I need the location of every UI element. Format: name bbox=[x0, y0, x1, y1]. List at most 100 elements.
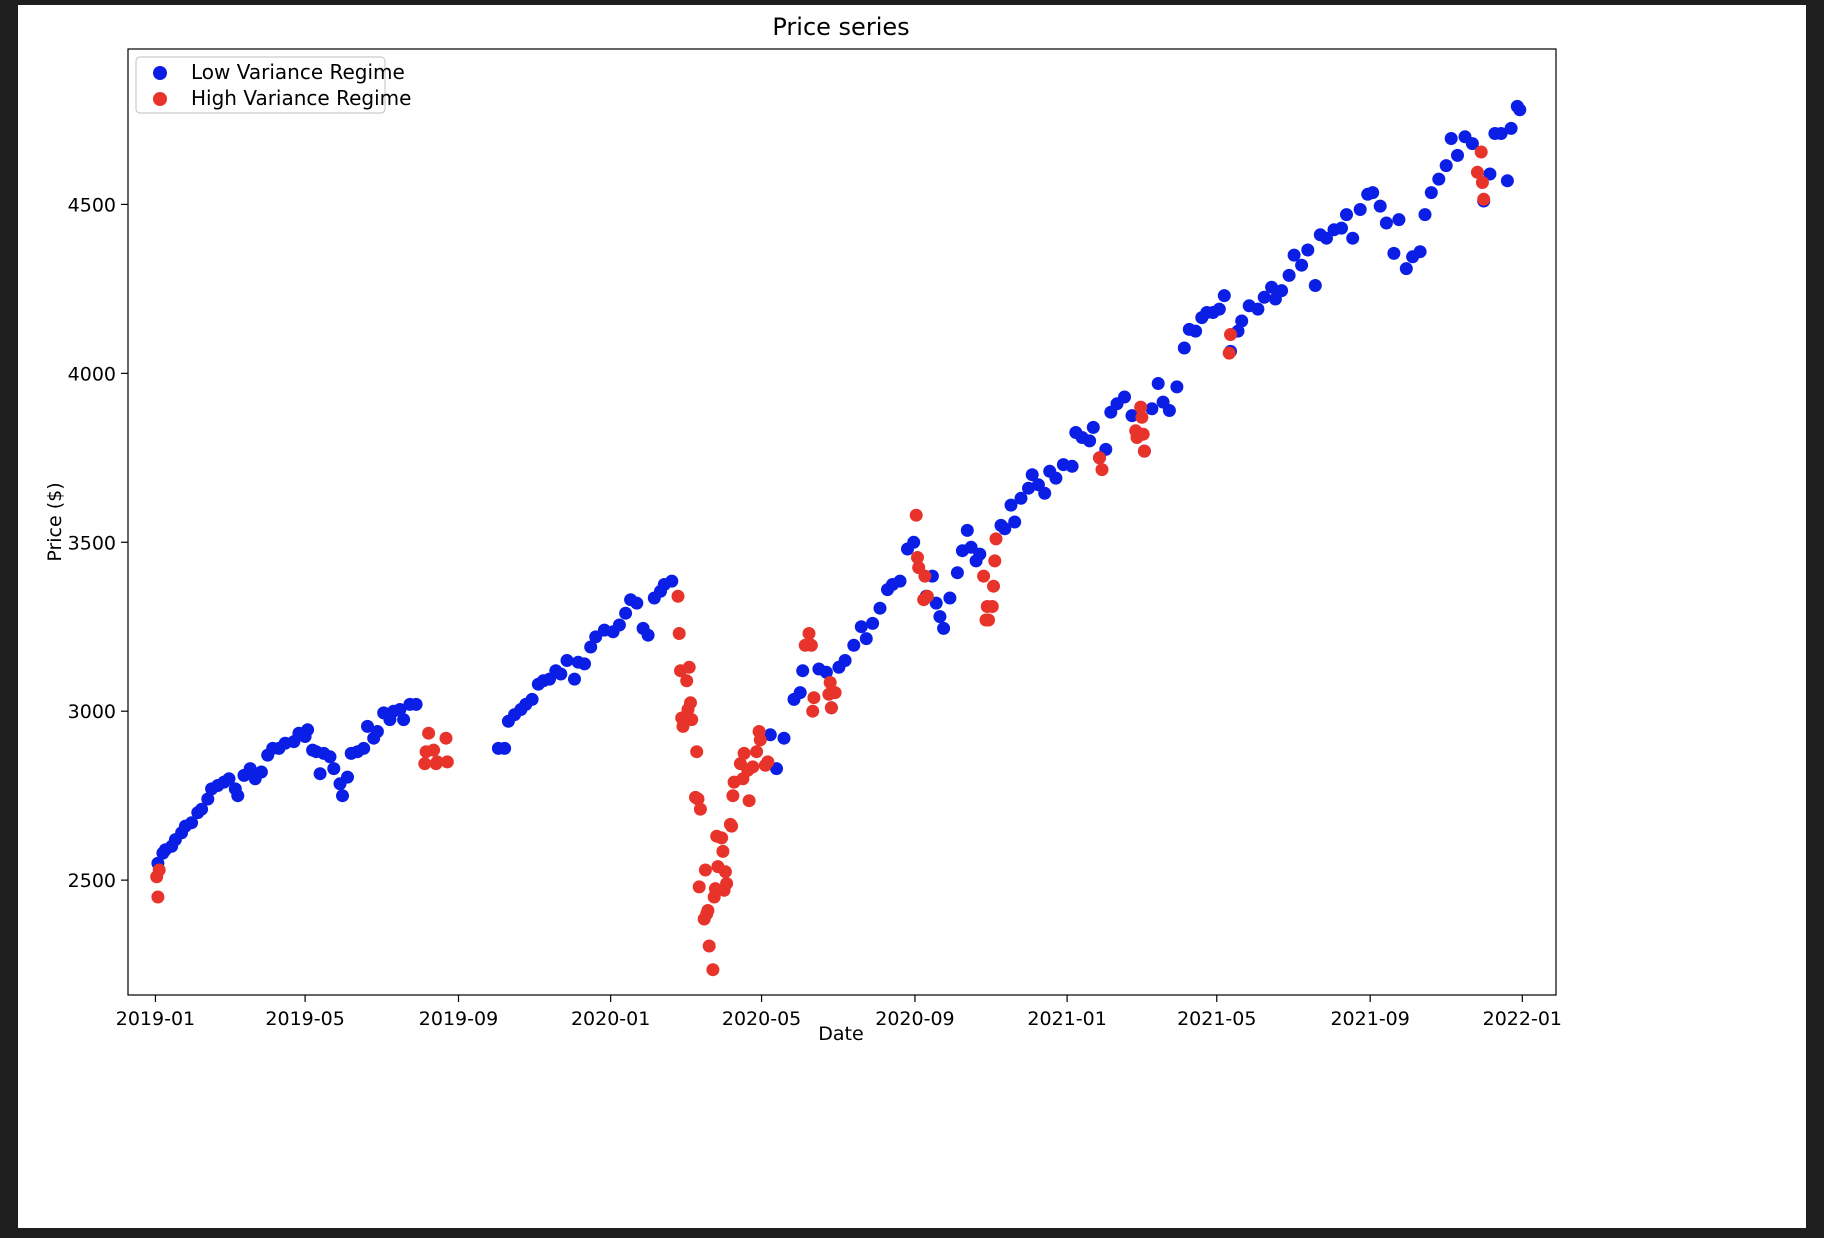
low-variance-point bbox=[943, 591, 957, 605]
low-variance-point bbox=[357, 741, 371, 755]
low-variance-point bbox=[185, 816, 199, 830]
x-tick-label: 2022-01 bbox=[1483, 1008, 1562, 1030]
high-variance-point bbox=[1475, 176, 1489, 189]
x-tick-label: 2019-01 bbox=[116, 1008, 195, 1030]
high-variance-point bbox=[671, 589, 685, 603]
high-variance-point bbox=[746, 760, 760, 774]
low-variance-point bbox=[1444, 132, 1458, 145]
low-variance-point bbox=[1513, 103, 1527, 117]
high-variance-point bbox=[706, 963, 720, 977]
low-variance-point bbox=[1494, 127, 1508, 140]
high-variance-point bbox=[737, 746, 751, 760]
low-variance-point bbox=[1432, 172, 1446, 186]
legend-label-high-variance: High Variance Regime bbox=[191, 86, 411, 110]
high-variance-point bbox=[1095, 463, 1109, 477]
high-variance-point bbox=[988, 554, 1002, 568]
low-variance-point bbox=[973, 547, 987, 561]
low-variance-point bbox=[195, 802, 209, 816]
low-variance-point bbox=[793, 686, 807, 700]
high-variance-point bbox=[977, 569, 991, 583]
high-variance-point bbox=[1477, 192, 1491, 206]
low-variance-point bbox=[1162, 404, 1176, 417]
low-variance-point bbox=[1189, 324, 1203, 338]
low-variance-point bbox=[873, 601, 887, 615]
low-variance-point bbox=[1014, 491, 1028, 505]
low-variance-point bbox=[1500, 174, 1514, 188]
low-variance-point bbox=[409, 697, 423, 711]
high-variance-point bbox=[1224, 328, 1237, 341]
high-variance-point bbox=[1134, 400, 1148, 414]
high-variance-point bbox=[823, 676, 837, 689]
y-axis-label: Price ($) bbox=[44, 482, 66, 561]
high-variance-point bbox=[742, 794, 756, 808]
low-variance-point bbox=[1177, 341, 1191, 355]
y-tick-label: 2500 bbox=[68, 870, 116, 892]
low-variance-point bbox=[361, 719, 374, 733]
high-variance-point bbox=[806, 704, 820, 718]
high-variance-point bbox=[824, 701, 838, 715]
high-variance-point bbox=[725, 819, 739, 833]
high-variance-point bbox=[672, 627, 686, 640]
legend-label-low-variance: Low Variance Regime bbox=[191, 60, 405, 84]
low-variance-point bbox=[1451, 148, 1464, 162]
high-variance-point bbox=[911, 551, 924, 564]
low-variance-point bbox=[1320, 231, 1333, 245]
low-variance-point bbox=[1065, 459, 1079, 473]
high-variance-point bbox=[676, 719, 690, 733]
low-variance-point bbox=[1399, 262, 1413, 276]
low-variance-point bbox=[1424, 186, 1438, 200]
figure: Price series 2019-01 2019-05 2019-09 2020-0… bbox=[18, 5, 1806, 1228]
low-variance-point bbox=[866, 616, 880, 630]
low-variance-point bbox=[1049, 471, 1063, 485]
high-variance-point bbox=[1222, 346, 1236, 360]
low-variance-point bbox=[1083, 434, 1097, 448]
scatter-chart: Price series 2019-01 2019-05 2019-09 2020-0… bbox=[44, 13, 1562, 1045]
low-variance-point bbox=[231, 789, 245, 803]
legend-marker-high-variance bbox=[153, 92, 167, 106]
high-variance-point bbox=[726, 789, 740, 803]
low-variance-point bbox=[1379, 216, 1393, 230]
low-variance-point bbox=[1145, 402, 1159, 416]
high-variance-point bbox=[807, 691, 821, 705]
low-variance-point bbox=[1483, 167, 1497, 181]
low-variance-point bbox=[619, 606, 633, 620]
y-axis: 2500 3000 3500 4000 4500 bbox=[68, 194, 128, 892]
low-variance-point bbox=[1004, 498, 1018, 512]
low-variance-point bbox=[859, 632, 873, 646]
legend: Low Variance Regime High Variance Regime bbox=[135, 56, 411, 114]
x-tick-label: 2021-09 bbox=[1330, 1008, 1409, 1030]
low-variance-point bbox=[929, 596, 943, 610]
y-tick-label: 4000 bbox=[68, 363, 116, 385]
low-variance-point bbox=[1235, 314, 1249, 328]
low-variance-point bbox=[1118, 390, 1131, 404]
low-variance-point bbox=[933, 610, 947, 624]
low-variance-point bbox=[370, 725, 384, 738]
legend-marker-low-variance bbox=[153, 66, 167, 80]
y-tick-label: 3000 bbox=[68, 701, 116, 723]
x-tick-label: 2019-05 bbox=[265, 1008, 344, 1030]
high-variance-point bbox=[1135, 410, 1149, 424]
low-variance-point bbox=[1413, 245, 1427, 259]
low-variance-point bbox=[937, 621, 951, 635]
low-variance-point bbox=[1282, 268, 1296, 282]
low-variance-point bbox=[1275, 284, 1289, 298]
high-variance-point bbox=[920, 589, 934, 603]
low-variance-point bbox=[1151, 377, 1165, 390]
high-variance-point bbox=[1137, 444, 1151, 458]
low-variance-point bbox=[498, 741, 512, 755]
low-variance-point bbox=[222, 772, 236, 786]
low-variance-point bbox=[1265, 280, 1279, 294]
low-variance-point bbox=[327, 762, 341, 776]
low-variance-point bbox=[612, 618, 626, 632]
points-layer bbox=[150, 99, 1527, 977]
legend-box bbox=[135, 56, 386, 114]
low-variance-point bbox=[554, 667, 568, 681]
low-variance-point bbox=[796, 664, 810, 678]
low-variance-point bbox=[323, 750, 337, 764]
low-variance-point bbox=[1392, 213, 1406, 227]
high-variance-point bbox=[698, 863, 712, 877]
low-variance-point bbox=[960, 523, 974, 537]
high-variance-point bbox=[718, 865, 732, 879]
high-variance-point bbox=[987, 579, 1000, 593]
high-variance-point bbox=[430, 755, 444, 769]
